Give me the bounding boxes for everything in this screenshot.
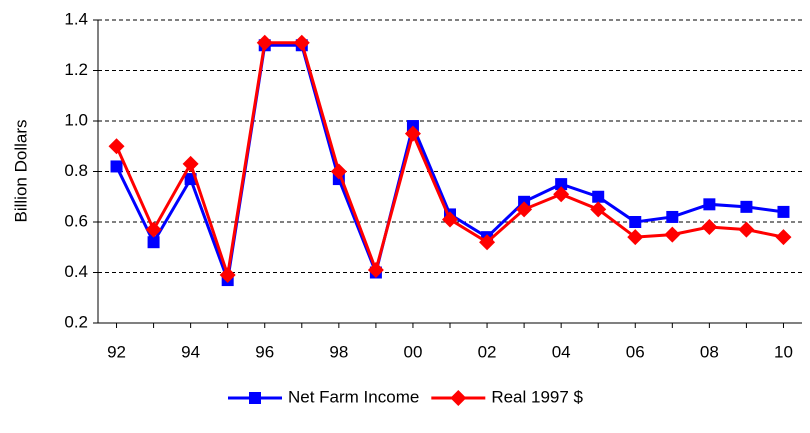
data-point: [777, 205, 790, 218]
data-point: [701, 219, 718, 236]
y-tick-label: 1.4: [64, 9, 88, 28]
data-point: [703, 198, 716, 211]
data-point: [592, 190, 605, 203]
x-tick-label: 10: [774, 342, 793, 361]
data-point: [147, 236, 160, 249]
data-point: [664, 226, 681, 243]
data-point: [293, 34, 310, 51]
legend-marker: [450, 390, 467, 406]
x-tick-label: 00: [403, 342, 422, 361]
data-point: [629, 216, 642, 228]
data-point: [775, 229, 792, 246]
legend-label: Net Farm Income: [288, 387, 419, 406]
y-tick-label: 1.2: [64, 60, 88, 79]
x-tick-label: 92: [107, 342, 126, 361]
data-point: [479, 234, 496, 251]
y-tick-label: 0.6: [64, 211, 88, 230]
data-point: [740, 200, 753, 213]
y-tick-label: 0.4: [64, 262, 88, 281]
data-point: [145, 221, 162, 238]
data-point: [108, 138, 125, 155]
data-point: [590, 201, 607, 218]
x-tick-label: 96: [255, 342, 274, 361]
y-tick-label: 0.2: [64, 312, 88, 331]
data-point: [555, 178, 568, 191]
x-tick-label: 98: [329, 342, 348, 361]
y-axis-label: Billion Dollars: [11, 120, 30, 223]
series-line: [115, 41, 784, 276]
y-tick-label: 1.0: [64, 110, 88, 129]
data-point: [516, 201, 533, 218]
legend-label: Real 1997 $: [491, 387, 583, 406]
data-point: [110, 160, 123, 173]
data-point: [404, 125, 421, 142]
data-point: [442, 211, 458, 228]
x-tick-label: 04: [552, 342, 571, 361]
legend-marker: [249, 392, 261, 404]
x-tick-label: 08: [700, 342, 719, 361]
data-point: [219, 267, 236, 284]
y-tick-label: 0.8: [64, 161, 88, 180]
data-point: [553, 186, 570, 203]
data-point: [367, 261, 384, 278]
data-point: [666, 210, 679, 223]
x-tick-label: 06: [626, 342, 645, 361]
data-point: [256, 34, 273, 51]
data-point: [182, 155, 199, 172]
x-tick-label: 94: [181, 342, 200, 361]
data-point: [738, 221, 755, 238]
x-tick-label: 02: [478, 342, 497, 361]
data-point: [330, 163, 347, 180]
data-point: [627, 229, 644, 246]
